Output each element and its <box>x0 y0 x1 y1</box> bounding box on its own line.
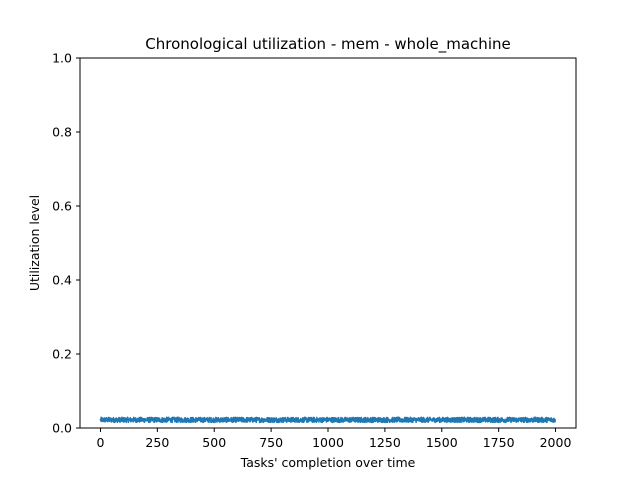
x-axis-ticks: 0 250 500 750 1000 1250 1500 1750 2000 <box>97 428 572 450</box>
y-axis-ticks: 0.0 0.2 0.4 0.6 0.8 1.0 <box>52 51 80 436</box>
x-tick-label: 1500 <box>426 435 458 450</box>
x-tick-label: 1000 <box>312 435 344 450</box>
y-axis-label: Utilization level <box>27 195 42 291</box>
y-tick-label: 0.6 <box>52 199 72 214</box>
y-tick-label: 0.2 <box>52 347 72 362</box>
chart-title: Chronological utilization - mem - whole_… <box>145 35 510 54</box>
x-tick-label: 0 <box>97 435 105 450</box>
y-tick-label: 0.0 <box>52 421 72 436</box>
y-tick-label: 0.4 <box>52 273 72 288</box>
x-tick-label: 2000 <box>540 435 572 450</box>
x-tick-label: 1750 <box>483 435 515 450</box>
series-line <box>99 416 557 424</box>
x-axis-label: Tasks' completion over time <box>240 455 416 470</box>
y-tick-label: 0.8 <box>52 125 72 140</box>
x-tick-label: 250 <box>145 435 169 450</box>
x-tick-label: 750 <box>259 435 283 450</box>
x-tick-label: 500 <box>202 435 226 450</box>
y-tick-label: 1.0 <box>52 51 72 66</box>
x-tick-label: 1250 <box>369 435 401 450</box>
